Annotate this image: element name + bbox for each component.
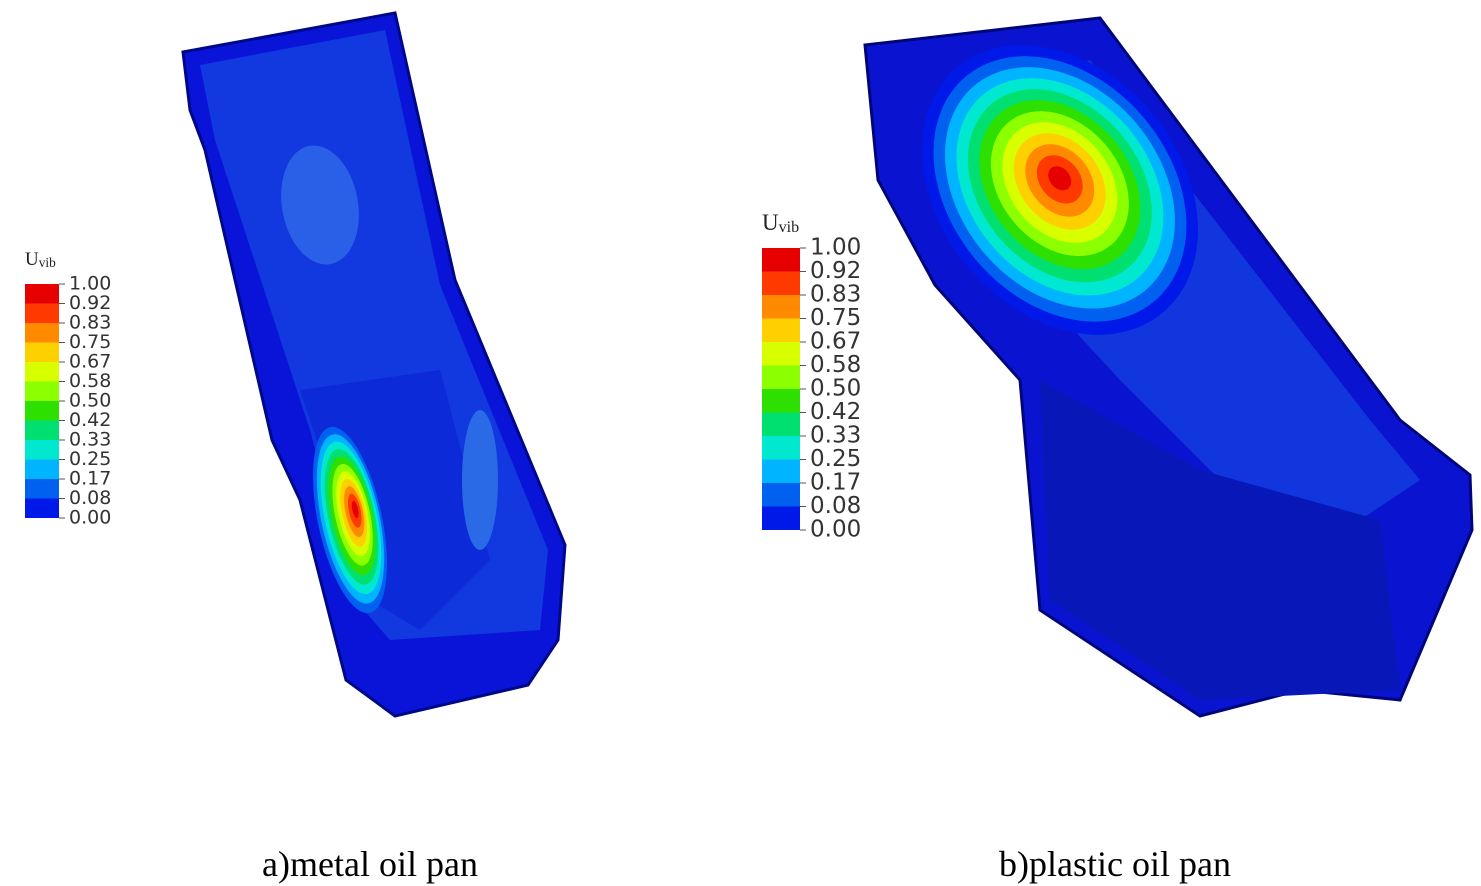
legend-label: 0.00 bbox=[810, 517, 861, 543]
legend-label: 0.42 bbox=[69, 409, 111, 431]
legend-label: 0.00 bbox=[69, 507, 111, 529]
legend-label: 1.00 bbox=[69, 273, 111, 295]
legend-band bbox=[25, 440, 59, 460]
legend-label: 0.75 bbox=[810, 305, 861, 331]
legend-label: 0.75 bbox=[69, 331, 111, 353]
legend-band bbox=[762, 412, 800, 436]
legend-band bbox=[25, 381, 59, 401]
legend-band bbox=[762, 365, 800, 389]
legend-label: 0.25 bbox=[810, 446, 861, 472]
legend-band bbox=[762, 318, 800, 342]
legend-band bbox=[762, 295, 800, 319]
legend-label: 0.50 bbox=[810, 376, 861, 402]
legend-band bbox=[762, 483, 800, 507]
legend-title: Uvib bbox=[762, 210, 799, 236]
legends: Uvib1.000.920.830.750.670.580.500.420.33… bbox=[25, 210, 1231, 884]
legend-band bbox=[762, 389, 800, 413]
legend-label: 0.92 bbox=[810, 258, 861, 284]
legend-title-symbol: U bbox=[762, 210, 779, 235]
legend-label: 0.92 bbox=[69, 292, 111, 314]
plastic-hotspot bbox=[922, 45, 1198, 335]
metal-hotspot bbox=[312, 426, 388, 614]
legend-label: 0.83 bbox=[69, 312, 111, 334]
legend-band bbox=[25, 362, 59, 382]
legend-label: 0.25 bbox=[69, 448, 111, 470]
legend-label: 0.42 bbox=[810, 399, 861, 425]
legend-label: 0.58 bbox=[69, 370, 111, 392]
legend-title-subscript: vib bbox=[39, 255, 56, 270]
contour bbox=[351, 501, 359, 519]
legend-label: 0.08 bbox=[810, 493, 861, 519]
legend-title-subscript: vib bbox=[779, 219, 800, 236]
contour bbox=[1048, 166, 1072, 191]
legend-label: 0.83 bbox=[810, 282, 861, 308]
legend-band bbox=[25, 401, 59, 421]
legend-band bbox=[25, 498, 59, 518]
legend-label: 0.17 bbox=[810, 470, 861, 496]
legend-band bbox=[25, 459, 59, 479]
legend-label: 0.33 bbox=[69, 429, 111, 451]
legend-band bbox=[25, 303, 59, 323]
legend-band bbox=[25, 284, 59, 304]
legend-label: 1.00 bbox=[810, 235, 861, 261]
legend-band bbox=[762, 248, 800, 272]
legend-label: 0.67 bbox=[69, 351, 111, 373]
metal-pan-render bbox=[181, 11, 567, 718]
legend-band bbox=[762, 436, 800, 460]
legend-label: 0.50 bbox=[69, 390, 111, 412]
legend-band bbox=[762, 271, 800, 295]
caption: b)plastic oil pan bbox=[999, 844, 1231, 884]
legend-title: Uvib bbox=[25, 249, 56, 270]
legend-label: 0.17 bbox=[69, 468, 111, 490]
legend-band bbox=[25, 479, 59, 499]
legend-band bbox=[25, 420, 59, 440]
legend-label: 0.67 bbox=[810, 329, 861, 355]
legend-label: 0.58 bbox=[810, 352, 861, 378]
legend-band bbox=[762, 506, 800, 530]
legend-band bbox=[762, 459, 800, 483]
legend-label: 0.33 bbox=[810, 423, 861, 449]
caption: a)metal oil pan bbox=[262, 844, 478, 884]
legend-band bbox=[25, 323, 59, 343]
legend-band bbox=[762, 342, 800, 366]
legend-band bbox=[25, 342, 59, 362]
legend-title-symbol: U bbox=[25, 249, 39, 270]
legend-label: 0.08 bbox=[69, 487, 111, 509]
